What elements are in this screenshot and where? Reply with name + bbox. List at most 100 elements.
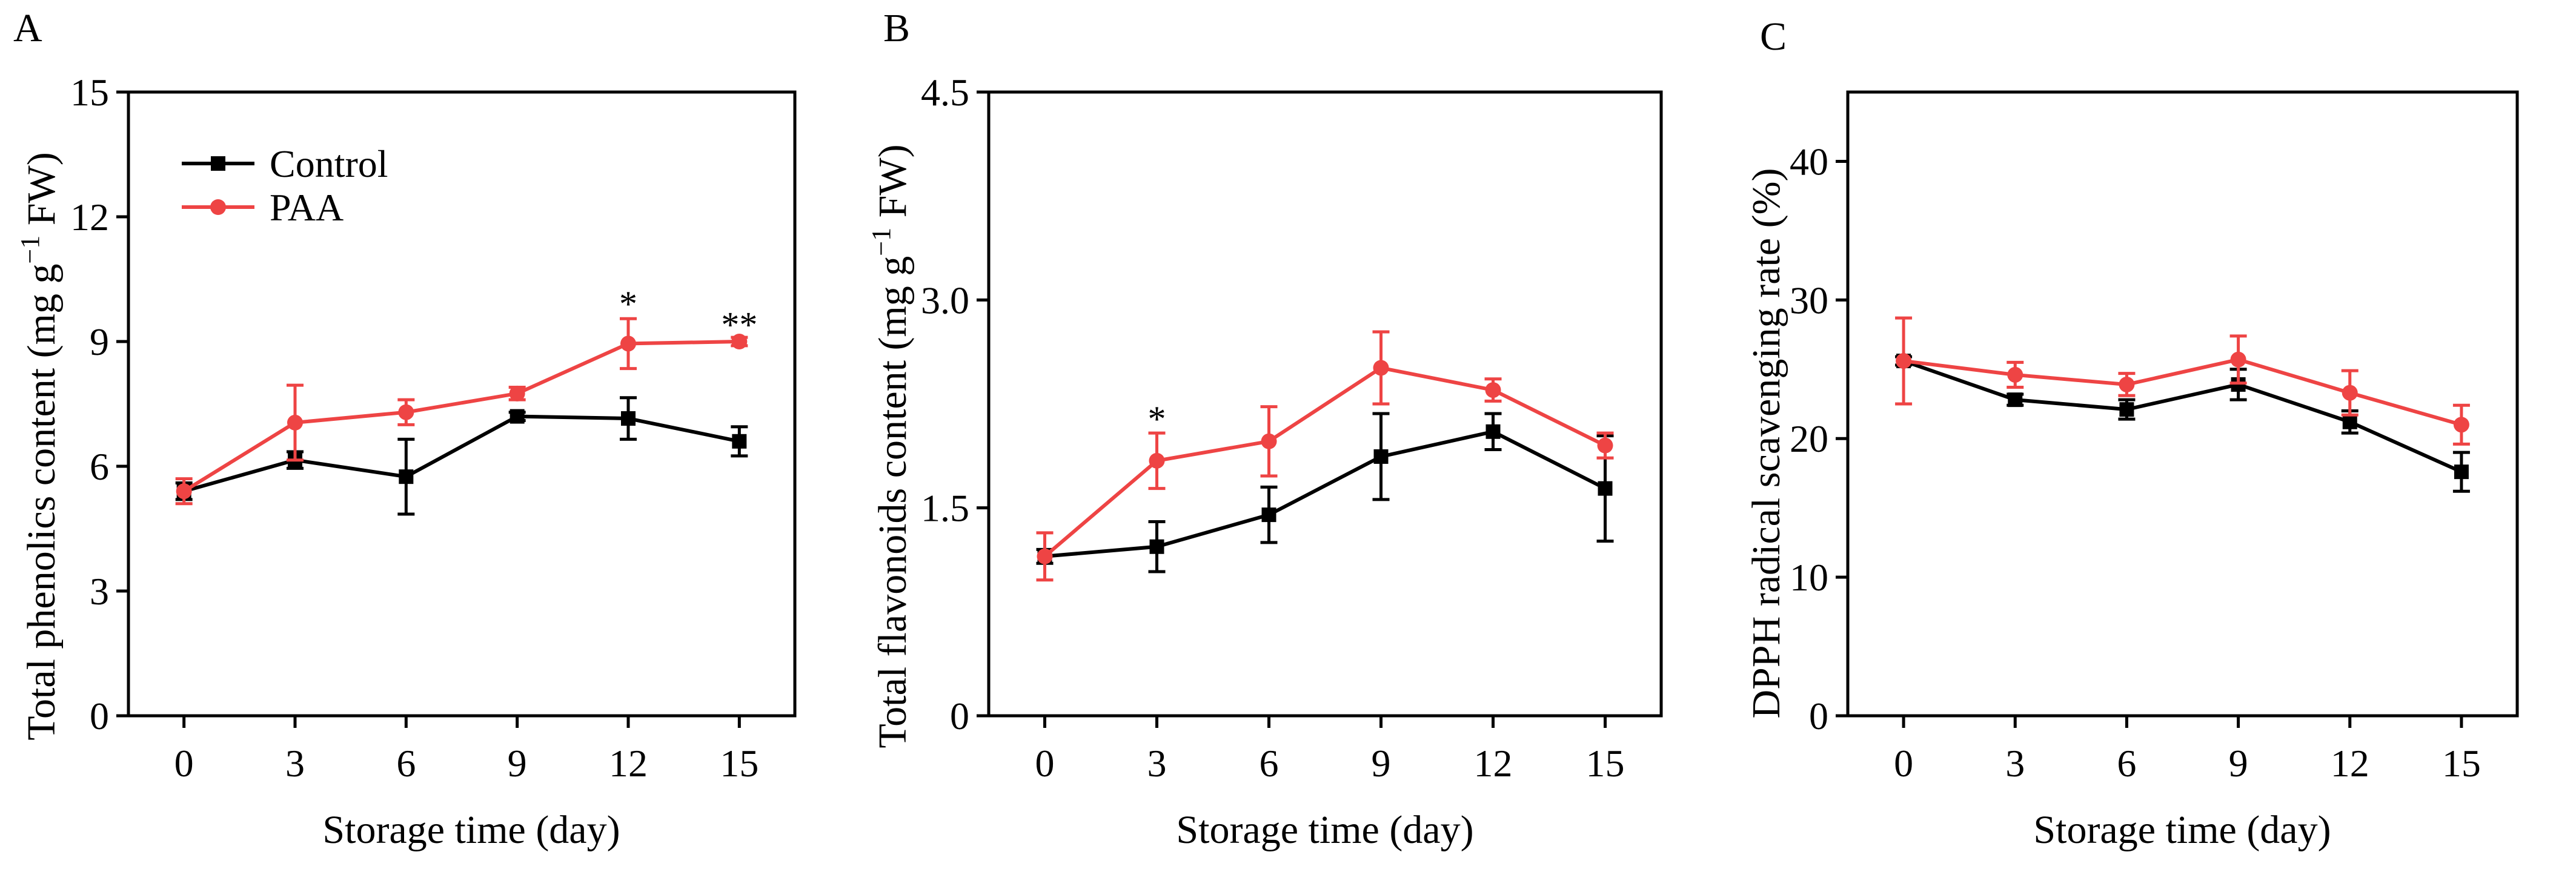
legend: Control PAA — [182, 142, 388, 229]
panel-c-y-axis-title: DPPH radical scavenging rate (%) — [1744, 168, 1788, 718]
panel-c-axes: 0 10 20 30 40 0 3 6 9 12 15 — [1790, 140, 2481, 785]
panel-b-y-tick-label: 0 — [950, 695, 969, 738]
panel-c-x-tick-label: 3 — [2005, 742, 2025, 785]
panel-c-y-tick-label: 40 — [1790, 140, 1828, 183]
panel-a-y-tick-label: 0 — [90, 695, 109, 738]
svg-text:Total flavonoids content (mg g: Total flavonoids content (mg g−1 FW) — [866, 144, 915, 748]
panel-b-paa-point — [1261, 433, 1277, 449]
panel-b-control-point — [1373, 449, 1389, 464]
panel-b-x-tick-label: 12 — [1474, 742, 1513, 785]
panel-b-paa-point — [1149, 452, 1165, 469]
panel-b-control-point — [1261, 507, 1276, 523]
panel-a-x-tick-label: 12 — [609, 742, 648, 785]
panel-c-paa-point — [2453, 417, 2469, 433]
panel-b-control-point — [1486, 424, 1501, 439]
panel-a-axes: 0 3 6 9 12 15 0 3 6 9 12 15 — [70, 71, 759, 785]
panel-c-x-tick-label: 0 — [1894, 742, 1913, 785]
panel-a-paa-point — [620, 335, 636, 352]
panel-c-control-point — [2454, 464, 2469, 480]
panel-c-paa-point — [2342, 385, 2358, 401]
panel-c-x-axis-title: Storage time (day) — [2033, 808, 2331, 852]
panel-a-control-line — [183, 414, 740, 494]
panel-b-y-axis-title-main: Total flavonoids content (mg g — [871, 256, 915, 748]
panel-a-y-axis-title: Total phenolics content (mg g−1 FW) — [15, 152, 64, 741]
panel-a-y-tick-label: 6 — [90, 445, 109, 488]
panel-b-x-tick-label: 0 — [1035, 742, 1055, 785]
panel-b-x-tick-label: 9 — [1372, 742, 1391, 785]
panel-b-control-line — [1044, 429, 1606, 558]
panel-c-paa-point — [2007, 366, 2023, 383]
svg-text:Total phenolics content (mg g−: Total phenolics content (mg g−1 FW) — [15, 152, 64, 741]
panel-c-letter: C — [1760, 15, 1787, 59]
panel-b-y-axis-title-sup: −1 — [866, 228, 896, 256]
panel-c-y-tick-label: 20 — [1790, 417, 1828, 460]
panel-b-x-tick-label: 6 — [1260, 742, 1279, 785]
panel-b-y-tick-label: 3.0 — [921, 279, 969, 322]
panel-b-paa-line — [1043, 366, 1606, 558]
panel-b-y-axis-title: Total flavonoids content (mg g−1 FW) — [866, 144, 915, 748]
panel-b-y-tick-label: 4.5 — [921, 71, 969, 114]
panel-c: C DPPH radical scavenging rate (%) Stora… — [1744, 15, 2519, 852]
panel-a-x-tick-label: 15 — [720, 742, 759, 785]
panel-b: B Total flavonoids content (mg g−1 FW) S… — [866, 6, 1663, 852]
panel-c-y-tick-label: 0 — [1809, 695, 1828, 738]
panel-a-y-axis-title-tail: FW) — [19, 152, 64, 235]
panel-c-paa-point — [2230, 351, 2246, 368]
panel-c-y-tick-label: 30 — [1790, 279, 1828, 322]
panel-c-x-tick-label: 6 — [2117, 742, 2136, 785]
panel-b-x-tick-label: 3 — [1147, 742, 1167, 785]
panel-c-y-axis-title-main: DPPH radical scavenging rate (%) — [1744, 168, 1788, 718]
panel-b-paa-point — [1485, 382, 1501, 398]
panel-b-control-point — [1149, 539, 1164, 554]
panel-b-y-tick-label: 1.5 — [921, 487, 969, 530]
panel-a-letter: A — [13, 6, 42, 50]
panel-c-paa-point — [2119, 376, 2135, 392]
panel-b-series — [1036, 330, 1614, 582]
panel-a: A Total phenolics content (mg g−1 FW) St… — [13, 6, 797, 852]
legend-paa-marker — [210, 199, 226, 215]
panel-a-control-point — [510, 409, 525, 424]
panel-a-y-tick-label: 15 — [70, 71, 109, 114]
panel-a-x-axis-title: Storage time (day) — [322, 808, 620, 852]
svg-text:DPPH radical scavenging rate (: DPPH radical scavenging rate (%) — [1744, 168, 1788, 718]
panel-a-series — [175, 317, 748, 516]
panel-a-significance-mark: ** — [721, 305, 757, 345]
panel-a-y-axis-title-main: Total phenolics content (mg g — [19, 264, 64, 741]
panel-b-letter: B — [883, 6, 910, 50]
panel-a-paa-point — [398, 404, 414, 420]
legend-paa-label: PAA — [270, 186, 344, 229]
panel-a-paa-line — [183, 340, 740, 493]
panel-a-y-tick-label: 12 — [70, 196, 109, 239]
panel-c-y-tick-label: 10 — [1790, 556, 1828, 599]
panel-c-paa-line — [1903, 357, 2462, 427]
panel-b-significance-mark: * — [1148, 399, 1166, 439]
panel-a-annotations: *** — [619, 284, 757, 345]
legend-control-label: Control — [270, 142, 388, 185]
legend-control-marker — [211, 156, 225, 171]
panel-b-axes: 0 1.5 3.0 4.5 0 3 6 9 12 15 — [921, 71, 1625, 785]
panel-c-x-tick-label: 15 — [2442, 742, 2481, 785]
panel-c-x-tick-label: 12 — [2331, 742, 2369, 785]
panel-a-paa-point — [509, 385, 525, 401]
panel-b-plot-frame — [987, 90, 1663, 718]
panel-a-plot-frame — [127, 90, 797, 718]
panel-a-paa-point — [176, 483, 192, 500]
panel-b-control-point — [1598, 481, 1613, 496]
panel-a-paa-point — [731, 334, 748, 349]
panel-b-y-axis-title-tail: FW) — [871, 144, 915, 227]
panel-b-paa-point — [1037, 548, 1053, 564]
panel-a-control-point — [399, 469, 414, 484]
panel-a-x-tick-label: 0 — [174, 742, 194, 785]
panel-a-control-point — [621, 411, 636, 426]
panel-a-y-axis-title-sup: −1 — [15, 236, 45, 264]
panel-c-control-point — [2119, 402, 2134, 417]
panel-c-control-line — [1903, 359, 2463, 474]
panel-a-x-tick-label: 3 — [285, 742, 305, 785]
panel-c-series — [1895, 316, 2470, 493]
panel-c-plot-frame — [1846, 90, 2519, 718]
panel-b-x-tick-label: 15 — [1586, 742, 1625, 785]
panel-a-x-tick-label: 9 — [508, 742, 527, 785]
panel-a-y-tick-label: 9 — [90, 320, 109, 363]
panel-a-paa-point — [287, 414, 303, 431]
